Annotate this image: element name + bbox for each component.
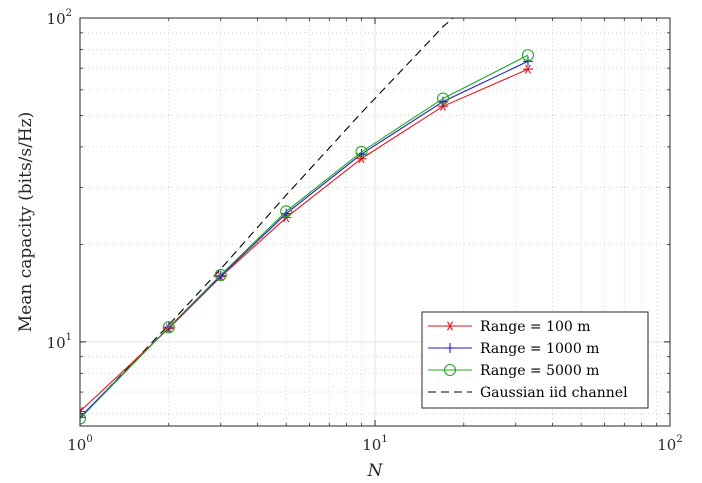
legend-entry: Range = 5000 m bbox=[428, 363, 599, 379]
x-tick-exponent: 2 bbox=[676, 434, 682, 445]
marker-stroke bbox=[447, 321, 453, 331]
data-point bbox=[80, 406, 85, 417]
series-4 bbox=[80, 18, 454, 419]
legend: Range = 100 m Range = 1000 m Range = 5000 … bbox=[421, 311, 649, 409]
data-point bbox=[162, 321, 175, 334]
marker-stroke bbox=[80, 406, 83, 413]
data-point bbox=[280, 205, 293, 218]
series-layer bbox=[80, 18, 535, 425]
x-tick-labels: 100 101 102 bbox=[67, 434, 682, 454]
marker-stroke bbox=[80, 410, 83, 417]
legend-marker bbox=[445, 343, 455, 353]
legend-label: Range = 5000 m bbox=[480, 363, 599, 379]
x-tick-label: 101 bbox=[362, 434, 387, 454]
marker-stroke bbox=[524, 64, 531, 74]
y-tick-exponent: 2 bbox=[66, 8, 72, 19]
series-line bbox=[80, 54, 529, 419]
legend-label: Range = 1000 m bbox=[480, 341, 599, 357]
y-tick-label: 102 bbox=[47, 8, 72, 28]
y-axis-label: Mean capacity (bits/s/Hz) bbox=[16, 112, 36, 333]
legend-label: Range = 100 m bbox=[480, 319, 591, 335]
x-tick-exponent: 1 bbox=[381, 434, 387, 445]
data-point bbox=[215, 270, 226, 281]
legend-marker bbox=[445, 321, 455, 331]
y-tick-label: 101 bbox=[47, 332, 72, 352]
x-tick-exponent: 0 bbox=[86, 434, 92, 445]
legend-marker bbox=[443, 363, 457, 377]
data-point bbox=[214, 268, 227, 281]
data-point bbox=[522, 56, 533, 67]
x-tick-base: 10 bbox=[362, 436, 381, 454]
series-line bbox=[80, 18, 454, 419]
y-tick-base: 10 bbox=[47, 10, 66, 28]
legend-label: Gaussian iid channel bbox=[480, 385, 628, 401]
data-point bbox=[436, 92, 450, 105]
legend-entry: Range = 1000 m bbox=[428, 341, 599, 357]
x-tick-base: 10 bbox=[657, 436, 676, 454]
y-tick-base: 10 bbox=[47, 334, 66, 352]
tick-marks bbox=[79, 18, 670, 426]
legend-entry: Range = 100 m bbox=[428, 319, 591, 335]
data-point bbox=[522, 64, 533, 74]
y-tick-exponent: 1 bbox=[66, 332, 72, 343]
x-axis-label: N bbox=[367, 461, 384, 481]
data-point bbox=[355, 145, 368, 158]
data-point bbox=[80, 412, 87, 425]
x-tick-base: 10 bbox=[67, 436, 86, 454]
data-point bbox=[80, 412, 85, 423]
x-tick-label: 100 bbox=[67, 434, 92, 454]
data-point bbox=[521, 49, 535, 62]
legend-entry: Gaussian iid channel bbox=[428, 385, 628, 401]
series-3 bbox=[80, 49, 535, 425]
x-tick-label: 102 bbox=[657, 434, 682, 454]
